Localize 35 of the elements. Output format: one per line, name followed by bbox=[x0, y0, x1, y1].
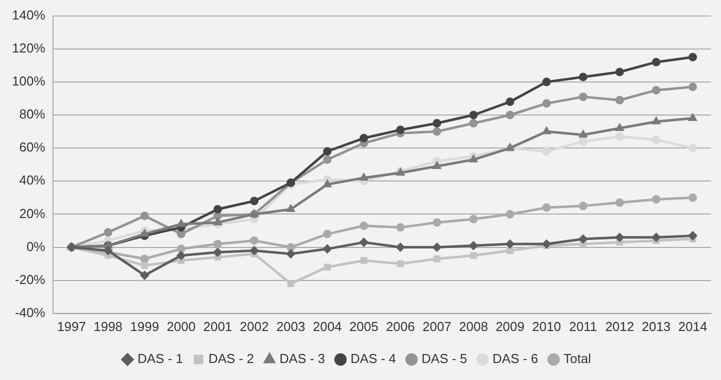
y-tick-label: 140% bbox=[12, 7, 46, 22]
legend-label: DAS - 6 bbox=[492, 351, 538, 366]
x-tick-label: 1998 bbox=[94, 318, 123, 334]
y-tick-label: -20% bbox=[14, 272, 46, 287]
y-tick-label: 100% bbox=[12, 74, 46, 89]
x-tick-label: 2014 bbox=[678, 318, 708, 334]
x-tick-label: 2000 bbox=[166, 318, 196, 334]
x-tick-label: 1997 bbox=[57, 318, 86, 334]
legend-label: DAS - 2 bbox=[208, 351, 254, 366]
x-tick-label: 2012 bbox=[605, 318, 634, 334]
x-tick-label: 2008 bbox=[459, 318, 488, 334]
y-tick-label: 120% bbox=[12, 40, 46, 56]
y-tick-label: -40% bbox=[14, 304, 46, 320]
x-tick-label: 2010 bbox=[532, 318, 562, 334]
x-tick-label: 2002 bbox=[240, 318, 269, 334]
y-tick-label: 80% bbox=[19, 106, 46, 122]
legend-label: DAS - 1 bbox=[137, 351, 183, 366]
legend-label: DAS - 5 bbox=[422, 351, 468, 366]
legend-label: DAS - 3 bbox=[280, 351, 326, 366]
x-tick-label: 2004 bbox=[312, 318, 342, 334]
x-tick-label: 2009 bbox=[496, 318, 524, 334]
x-tick-label: 2013 bbox=[642, 318, 671, 334]
x-tick-label: 2003 bbox=[276, 318, 306, 334]
y-tick-label: 20% bbox=[19, 206, 46, 221]
legend-label: DAS - 4 bbox=[350, 351, 396, 366]
x-tick-label: 2005 bbox=[349, 318, 378, 334]
x-tick-label: 2011 bbox=[569, 318, 598, 334]
legend-label: Total bbox=[564, 351, 592, 366]
y-tick-label: 0% bbox=[26, 238, 46, 254]
x-tick-label: 1999 bbox=[130, 318, 160, 334]
x-tick-label: 2006 bbox=[386, 318, 415, 334]
y-tick-label: 40% bbox=[19, 172, 46, 188]
y-tick-label: 60% bbox=[19, 140, 46, 155]
x-tick-label: 2001 bbox=[203, 318, 232, 334]
x-tick-label: 2007 bbox=[422, 318, 452, 334]
